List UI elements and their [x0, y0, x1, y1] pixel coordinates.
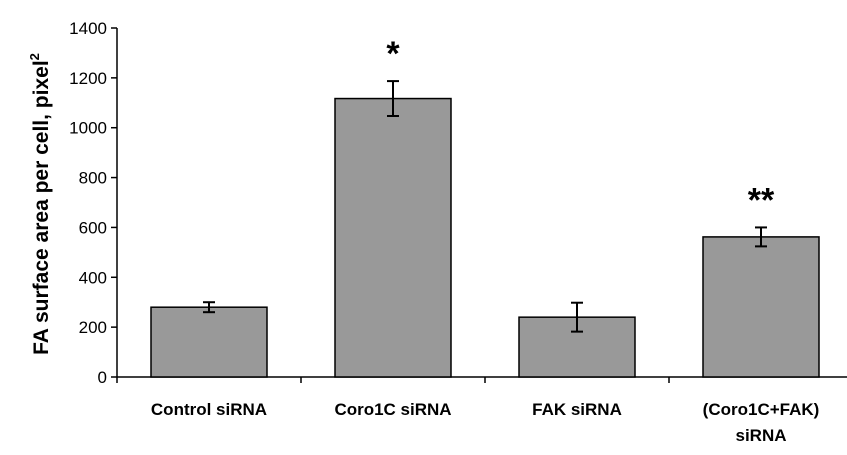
y-axis-title-superscript: 2 [27, 53, 42, 60]
y-axis-title: FA surface area per cell, pixel2 [27, 53, 53, 355]
x-category-label: Control siRNA [151, 400, 267, 419]
x-category-label: siRNA [735, 426, 786, 445]
bar [150, 306, 268, 378]
y-tick-label: 1400 [69, 19, 107, 38]
y-tick-label: 1200 [69, 69, 107, 88]
significance-marker: * [386, 35, 400, 73]
x-category-label: (Coro1C+FAK) [703, 400, 820, 419]
labels: 0 200 400 600 800 1000 1200 1400 Control siRNA * C… [69, 19, 819, 445]
significance-marker: ** [748, 181, 775, 219]
x-category-label: Coro1C siRNA [334, 400, 451, 419]
y-tick-label: 200 [79, 318, 107, 337]
bar [334, 97, 452, 378]
x-category-label: FAK siRNA [532, 400, 622, 419]
y-tick-label: 400 [79, 268, 107, 287]
y-tick-label: 0 [98, 368, 107, 387]
y-tick-label: 800 [79, 169, 107, 188]
y-tick-label: 1000 [69, 119, 107, 138]
bar [702, 236, 820, 378]
y-axis-title-text: FA surface area per cell, pixel [30, 60, 53, 355]
y-tick-label: 600 [79, 218, 107, 237]
bars [150, 80, 820, 378]
